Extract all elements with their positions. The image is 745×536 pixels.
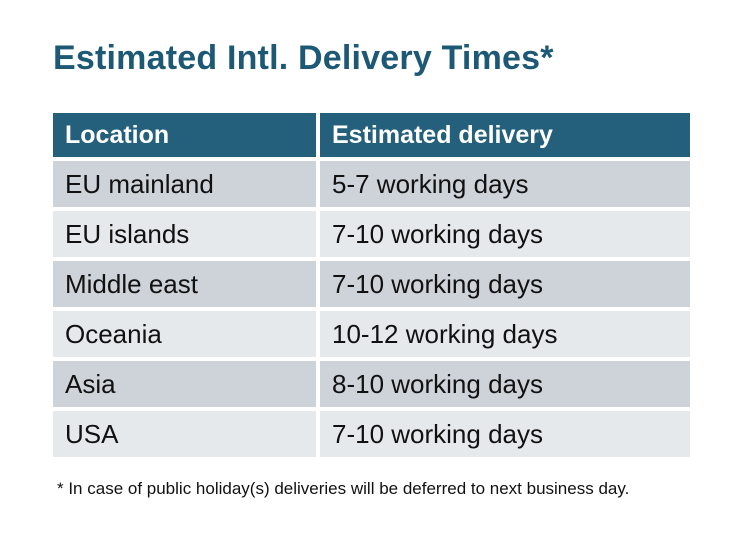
delivery-times-table: Location Estimated delivery EU mainland …	[53, 113, 690, 457]
table-cell-delivery: 7-10 working days	[320, 411, 690, 457]
table-cell-delivery: 7-10 working days	[320, 211, 690, 257]
table-cell-location: Asia	[53, 361, 316, 407]
table-cell-location: EU islands	[53, 211, 316, 257]
table-cell-delivery: 8-10 working days	[320, 361, 690, 407]
table-cell-delivery: 7-10 working days	[320, 261, 690, 307]
footnote: * In case of public holiday(s) deliverie…	[57, 479, 630, 498]
table-cell-location: Oceania	[53, 311, 316, 357]
table-cell-location: USA	[53, 411, 316, 457]
table-cell-delivery: 5-7 working days	[320, 161, 690, 207]
column-header-location: Location	[53, 113, 316, 157]
table-cell-location: EU mainland	[53, 161, 316, 207]
page-title: Estimated Intl. Delivery Times*	[53, 39, 554, 77]
column-header-estimated-delivery: Estimated delivery	[320, 113, 690, 157]
table-cell-delivery: 10-12 working days	[320, 311, 690, 357]
table-cell-location: Middle east	[53, 261, 316, 307]
